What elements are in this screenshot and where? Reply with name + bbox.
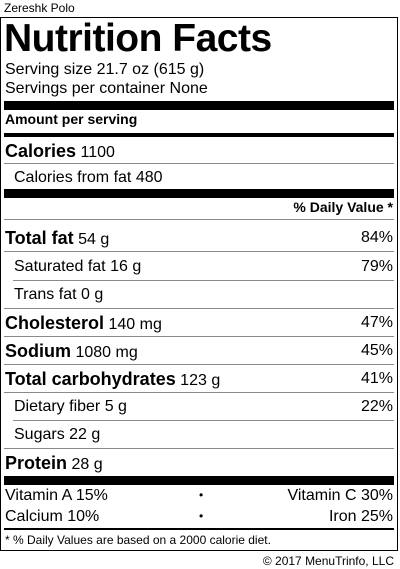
divider <box>4 336 394 337</box>
nutrient-label: Trans fat <box>14 286 77 303</box>
divider <box>4 528 394 530</box>
nutrient-dv: 84% <box>360 229 393 246</box>
calories-value: 1100 <box>80 144 115 161</box>
nutrient-dv: 79% <box>360 258 393 275</box>
vitamin-a: Vitamin A 15% <box>5 486 108 505</box>
nutrient-amount: 1080 mg <box>75 344 138 361</box>
divider <box>4 163 394 164</box>
nutrient-dv: 41% <box>360 370 393 387</box>
copyright: © 2017 MenuTrinfo, LLC <box>262 554 394 568</box>
recipe-name: Zereshk Polo <box>4 1 75 15</box>
nutrient-row-trans-fat: Trans fat 0 g <box>14 285 393 305</box>
vitamin-value: 10% <box>67 508 100 525</box>
nutrient-row-sugars: Sugars 22 g <box>14 425 393 445</box>
vitamin-label: Iron <box>328 508 357 525</box>
nutrient-row-protein: Protein 28 g <box>5 453 393 475</box>
nutrient-row-cholesterol: Cholesterol 140 mg 47% <box>5 313 393 335</box>
bullet-separator: • <box>199 488 204 502</box>
divider <box>13 420 394 421</box>
nutrient-amount: 0 g <box>81 286 104 303</box>
nutrient-label: Dietary fiber <box>14 398 101 415</box>
divider <box>4 251 394 252</box>
vitamin-c: Vitamin C 30% <box>287 486 393 505</box>
daily-value-header: % Daily Value * <box>293 199 393 215</box>
nutrient-amount: 5 g <box>104 398 127 415</box>
vitamin-label: Vitamin C <box>287 487 357 504</box>
divider <box>4 219 394 220</box>
nutrient-amount: 140 mg <box>108 316 162 333</box>
nutrient-amount: 16 g <box>110 258 142 275</box>
divider <box>4 364 394 365</box>
nutrient-label: Total fat <box>5 228 74 248</box>
calories-from-fat-value: 480 <box>135 169 163 186</box>
bullet-separator: • <box>199 509 204 523</box>
thick-divider <box>4 189 394 198</box>
nutrient-label: Sugars <box>14 426 65 443</box>
vitamin-value: 25% <box>360 508 393 525</box>
nutrient-row-total-fat: Total fat 54 g 84% <box>5 228 393 250</box>
iron: Iron 25% <box>329 507 393 526</box>
divider <box>4 448 394 449</box>
servings-per-container: Servings per container None <box>5 80 208 97</box>
nutrient-dv: 47% <box>360 314 393 331</box>
calcium: Calcium 10% <box>5 507 99 526</box>
vitamin-label: Calcium <box>5 508 63 525</box>
thick-divider <box>4 476 394 485</box>
calories-from-fat-row: Calories from fat 480 <box>14 168 393 188</box>
calories-row: Calories 1100 <box>5 141 393 163</box>
nutrient-label: Saturated fat <box>14 258 106 275</box>
nutrient-label: Total carbohydrates <box>5 369 176 389</box>
nutrient-amount: 28 g <box>71 456 103 473</box>
nutrient-dv: 45% <box>360 342 393 359</box>
nutrient-row-saturated-fat: Saturated fat 16 g 79% <box>14 257 393 277</box>
amount-per-serving: Amount per serving <box>5 111 138 127</box>
nutrient-label: Protein <box>5 453 68 473</box>
divider <box>4 392 394 393</box>
nutrient-label: Sodium <box>5 341 71 361</box>
vitamin-label: Vitamin A <box>5 487 72 504</box>
serving-size: Serving size 21.7 oz (615 g) <box>5 61 205 78</box>
footnote: * % Daily Values are based on a 2000 cal… <box>5 533 271 547</box>
thick-divider <box>4 101 394 110</box>
nutrient-amount: 22 g <box>69 426 101 443</box>
nutrient-amount: 123 g <box>180 372 221 389</box>
nutrient-row-sodium: Sodium 1080 mg 45% <box>5 341 393 363</box>
medium-divider <box>4 133 394 137</box>
vitamin-value: 15% <box>75 487 108 504</box>
nutrient-label: Cholesterol <box>5 313 105 333</box>
nutrition-label: Nutrition Facts Serving size 21.7 oz (61… <box>0 17 398 551</box>
divider <box>4 308 394 309</box>
vitamin-value: 30% <box>360 487 393 504</box>
label-title: Nutrition Facts <box>4 17 272 60</box>
divider <box>13 280 394 281</box>
nutrient-dv: 22% <box>360 398 393 415</box>
nutrient-amount: 54 g <box>78 231 110 248</box>
nutrient-row-dietary-fiber: Dietary fiber 5 g 22% <box>14 397 393 417</box>
calories-label: Calories <box>5 141 77 161</box>
nutrient-row-total-carbohydrates: Total carbohydrates 123 g 41% <box>5 369 393 391</box>
calories-from-fat-label: Calories from fat <box>14 169 132 186</box>
